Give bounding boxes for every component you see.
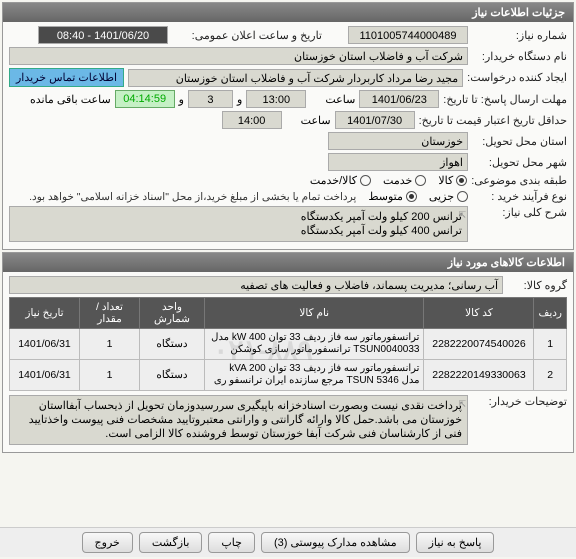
- th-unit: واحد شمارش: [140, 298, 205, 329]
- need-items-header: اطلاعات کالاهای مورد نیاز: [3, 253, 573, 272]
- buyer-org-label: نام دستگاه خریدار:: [472, 50, 567, 63]
- need-info-header: جزئیات اطلاعات نیاز: [3, 3, 573, 22]
- radio-both[interactable]: کالا/خدمت: [310, 174, 371, 187]
- radio-medium[interactable]: متوسط: [368, 190, 417, 203]
- deadline-time: 13:00: [246, 90, 306, 108]
- announce-label: تاریخ و ساعت اعلان عمومی:: [172, 29, 322, 42]
- footer-bar: پاسخ به نیاز مشاهده مدارک پیوستی (3) چاپ…: [0, 527, 576, 557]
- th-code: کد کالا: [424, 298, 534, 329]
- procurement-note: پرداخت تمام یا بخشی از مبلغ خرید،از محل …: [29, 191, 356, 203]
- procurement-radios: جزیی متوسط: [368, 190, 468, 203]
- back-button[interactable]: بازگشت: [139, 532, 203, 553]
- validity-label: حداقل تاریخ اعتبار قیمت تا تاریخ:: [419, 114, 567, 127]
- attachments-button[interactable]: مشاهده مدارک پیوستی (3): [261, 532, 410, 553]
- category-label: طبقه بندی موضوعی:: [471, 174, 567, 187]
- and-label-2: و: [179, 93, 184, 106]
- table-row[interactable]: 1 2282220074540026 ترانسفورماتور سه فاز …: [10, 329, 567, 360]
- buyer-notes-text: ⇱ پرداخت نقدی نیست وبصورت اسنادخزانه باپ…: [9, 395, 468, 445]
- time-label-2: ساعت: [286, 114, 331, 127]
- procurement-label: نوع فرآیند خرید :: [472, 190, 567, 203]
- resize-icon[interactable]: ⇱: [458, 397, 466, 411]
- need-items-panel: اطلاعات کالاهای مورد نیاز گروه کالا: آب …: [2, 252, 574, 453]
- group-value: آب رسانی؛ مدیریت پسماند، فاضلاب و فعالیت…: [9, 276, 503, 294]
- th-qty: تعداد / مقدار: [80, 298, 140, 329]
- validity-time: 14:00: [222, 111, 282, 129]
- requester-label: ایجاد کننده درخواست:: [467, 71, 567, 84]
- radio-dot-icon: [456, 175, 467, 186]
- th-date: تاریخ نیاز: [10, 298, 80, 329]
- and-label: و: [237, 93, 242, 106]
- exit-button[interactable]: خروج: [82, 532, 133, 553]
- requester-value: مجید رضا مرداد کاربردار شرکت آب و فاضلاب…: [128, 69, 463, 87]
- deadline-date: 1401/06/23: [359, 90, 439, 108]
- table-header-row: ردیف کد کالا نام کالا واحد شمارش تعداد /…: [10, 298, 567, 329]
- need-no-value: 1101005744000489: [348, 26, 468, 44]
- buyer-org-value: شرکت آب و فاضلاب استان خوزستان: [9, 47, 468, 65]
- radio-dot-icon: [360, 175, 371, 186]
- province-value: خوزستان: [328, 132, 468, 150]
- time-label-1: ساعت: [310, 93, 355, 106]
- countdown-timer: 04:14:59: [115, 90, 175, 108]
- announce-value: 1401/06/20 - 08:40: [38, 26, 168, 44]
- radio-service[interactable]: خدمت: [383, 174, 426, 187]
- radio-small[interactable]: جزیی: [429, 190, 468, 203]
- items-table: ردیف کد کالا نام کالا واحد شمارش تعداد /…: [9, 297, 567, 391]
- need-no-label: شماره نیاز:: [472, 29, 567, 42]
- city-label: شهر محل تحویل:: [472, 156, 567, 169]
- radio-dot-icon: [406, 191, 417, 202]
- group-label: گروه کالا:: [507, 279, 567, 292]
- remaining-label: ساعت باقی مانده: [30, 93, 111, 106]
- buyer-notes-label: توضیحات خریدار:: [472, 395, 567, 408]
- need-items-body: گروه کالا: آب رسانی؛ مدیریت پسماند، فاضل…: [3, 272, 573, 452]
- need-info-panel: جزئیات اطلاعات نیاز شماره نیاز: 11010057…: [2, 2, 574, 250]
- radio-dot-icon: [415, 175, 426, 186]
- province-label: استان محل تحویل:: [472, 135, 567, 148]
- validity-date: 1401/07/30: [335, 111, 415, 129]
- reply-button[interactable]: پاسخ به نیاز: [416, 532, 495, 553]
- deadline-label: مهلت ارسال پاسخ: تا تاریخ:: [443, 93, 567, 106]
- category-radios: کالا خدمت کالا/خدمت: [310, 174, 467, 187]
- resize-icon[interactable]: ⇱: [458, 208, 466, 222]
- days-remaining: 3: [188, 90, 233, 108]
- table-row[interactable]: 2 2282220149330063 ترانسفورماتور سه فاز …: [10, 360, 567, 391]
- radio-goods[interactable]: کالا: [438, 174, 467, 187]
- desc-label: شرح کلی نیاز:: [472, 206, 567, 219]
- th-row: ردیف: [534, 298, 567, 329]
- need-description: ⇱ ترانس 200 کیلو ولت آمپر یکدستگاه ترانس…: [9, 206, 468, 242]
- need-info-body: شماره نیاز: 1101005744000489 تاریخ و ساع…: [3, 22, 573, 249]
- print-button[interactable]: چاپ: [208, 532, 255, 553]
- contact-buyer-link[interactable]: اطلاعات تماس خریدار: [9, 68, 124, 87]
- th-name: نام کالا: [205, 298, 424, 329]
- city-value: اهواز: [328, 153, 468, 171]
- radio-dot-icon: [457, 191, 468, 202]
